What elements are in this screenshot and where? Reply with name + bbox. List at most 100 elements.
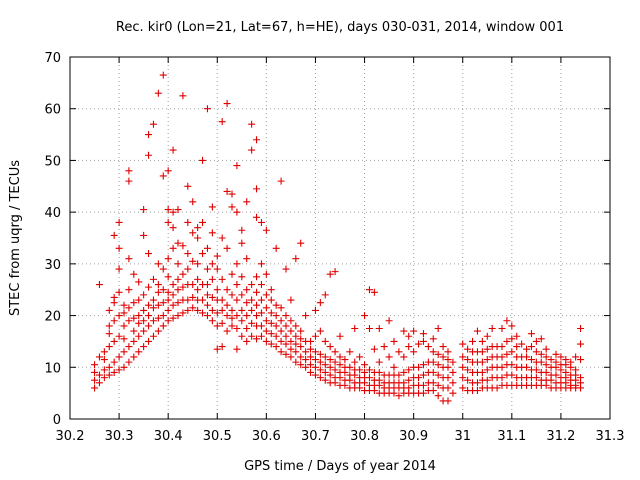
data-point [444,384,452,392]
data-point [194,260,202,268]
data-point [562,356,570,364]
data-point [316,374,324,382]
data-point [405,332,413,340]
grid [70,57,610,419]
data-point [508,361,516,369]
data-point [115,312,123,320]
data-point [361,361,369,369]
data-point [228,306,236,314]
data-point [228,314,236,322]
data-point [154,89,162,97]
data-point [228,190,236,198]
data-point [203,244,211,252]
data-point [375,376,383,384]
data-point [272,312,280,320]
data-point [228,270,236,278]
data-point [145,322,153,330]
data-point [257,260,265,268]
data-point [135,348,143,356]
data-point [248,281,256,289]
data-point [140,317,148,325]
data-point [115,332,123,340]
data-point [253,312,261,320]
data-point [169,244,177,252]
data-point [527,356,535,364]
data-point [365,325,373,332]
data-point [267,296,275,304]
data-point [390,363,398,371]
data-point [262,327,270,335]
data-point [282,312,290,320]
data-point [419,330,427,338]
data-point [478,358,486,366]
data-point [365,374,373,382]
data-point [130,299,138,307]
data-point [400,327,408,335]
data-point [434,381,442,389]
data-point [523,363,531,371]
data-point [473,327,481,335]
data-points [91,71,585,405]
data-point [434,350,442,358]
data-point [125,358,133,366]
data-point [262,270,270,278]
data-point [179,242,187,250]
data-point [253,136,261,144]
plot-frame [69,56,611,420]
data-point [523,345,531,353]
data-point [154,288,162,296]
data-point [557,353,565,361]
data-point [469,337,477,345]
data-point [194,306,202,314]
data-point [125,286,133,294]
data-point [488,325,496,332]
data-point [115,218,123,226]
data-point [577,340,585,348]
data-point [282,265,290,273]
data-point [105,343,113,351]
data-point [532,348,540,356]
data-point [297,239,305,247]
data-point [135,296,143,304]
data-point [253,288,261,296]
data-point [194,275,202,283]
data-point [473,387,481,395]
data-point [248,319,256,327]
data-point [356,366,364,374]
data-point [375,368,383,376]
data-point [164,306,172,314]
x-tick-label: 30.7 [301,429,330,444]
data-point [351,325,359,332]
data-point [199,296,207,304]
data-point [282,322,290,330]
data-point [213,322,221,330]
data-point [483,366,491,374]
data-point [184,306,192,314]
data-point [311,306,319,314]
data-point [449,358,457,366]
data-point [503,317,511,325]
data-point [159,286,167,294]
data-point [223,244,231,252]
data-point [184,296,192,304]
data-point [140,306,148,314]
data-point [208,306,216,314]
x-tick-label: 30.5 [203,429,232,444]
data-point [336,361,344,369]
data-point [248,332,256,340]
data-point [267,309,275,317]
y-tick-label: 20 [44,310,61,325]
data-point [145,250,153,258]
data-point [542,368,550,376]
data-point [326,356,334,364]
data-point [115,265,123,273]
data-point [532,374,540,382]
data-point [262,226,270,234]
data-point [238,273,246,281]
data-point [277,348,285,356]
data-point [321,291,329,299]
data-point [464,366,472,374]
data-point [267,286,275,294]
data-point [483,345,491,353]
